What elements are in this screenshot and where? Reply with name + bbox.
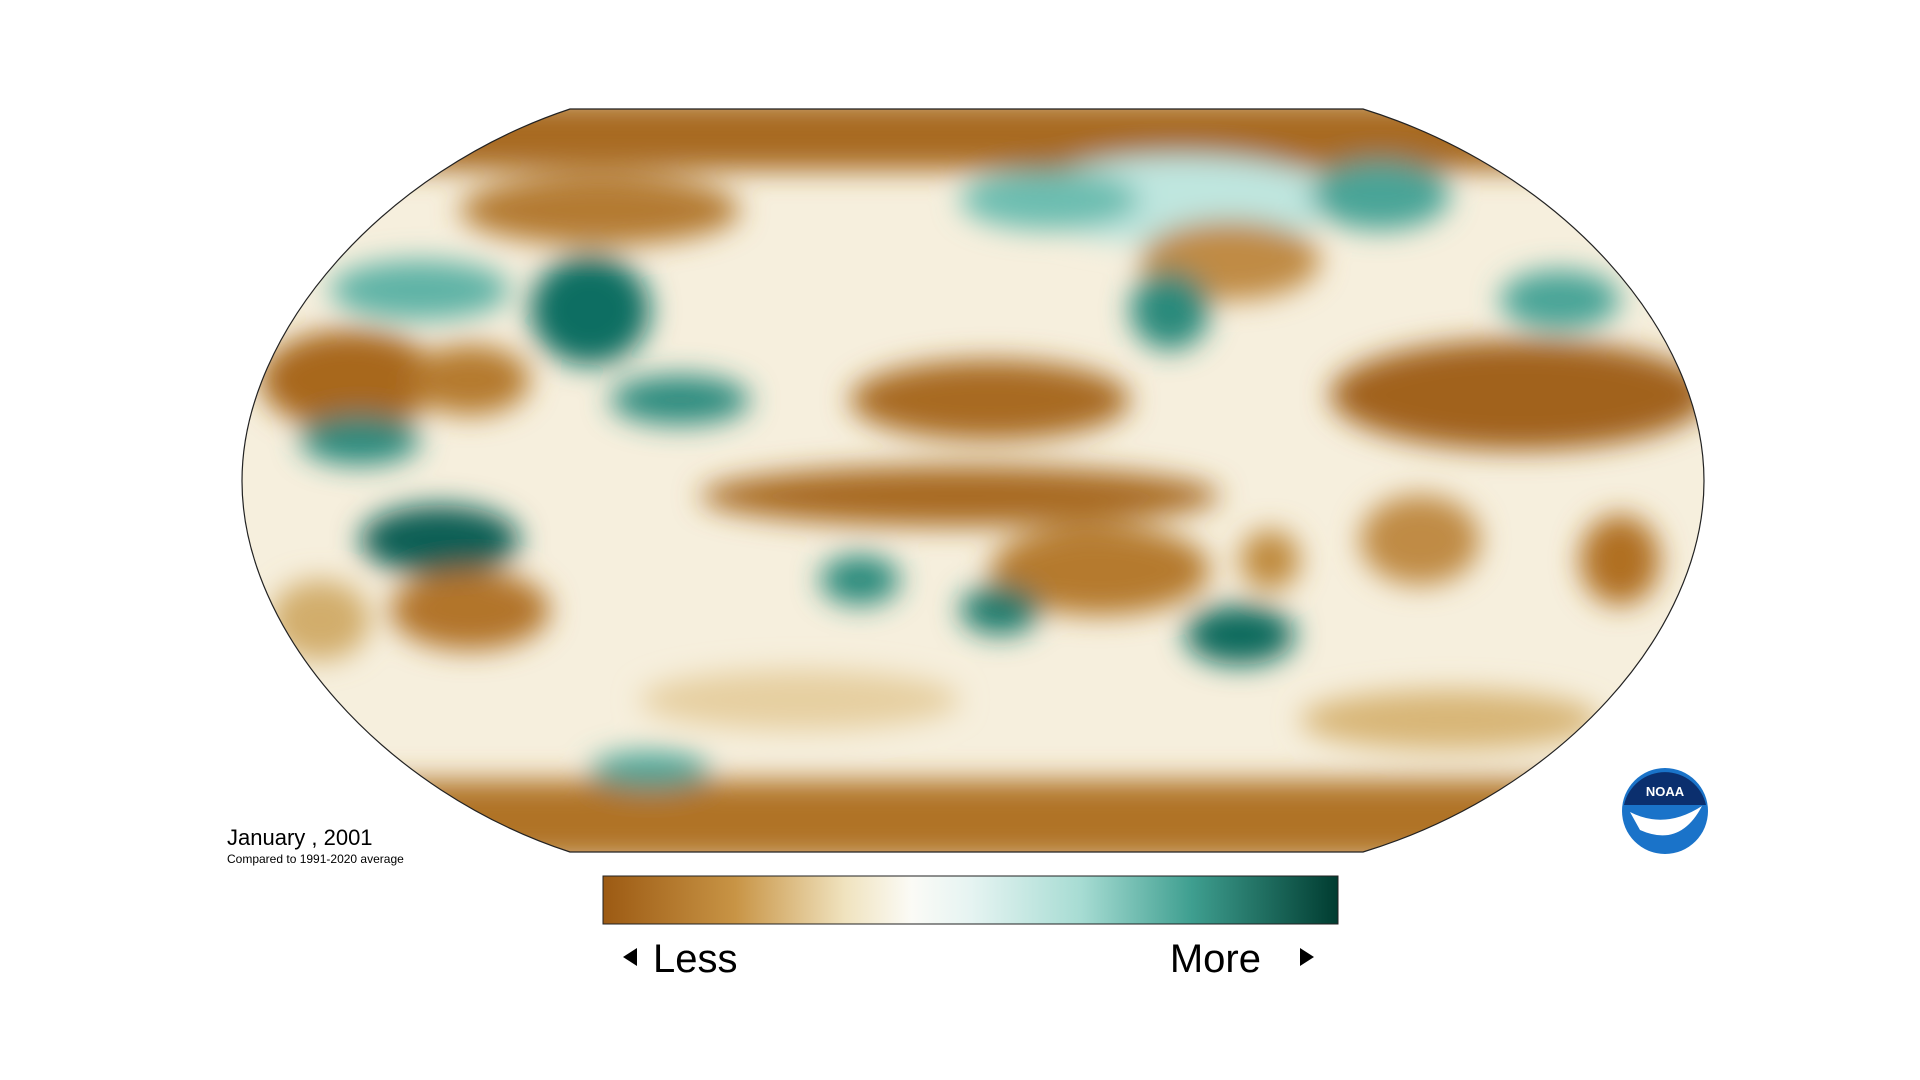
- legend-high-label: More: [1170, 937, 1261, 981]
- map-title: January , 2001: [227, 825, 373, 850]
- colorbar: [602, 875, 1339, 925]
- anomaly-field: [242, 109, 1704, 852]
- map-subtitle: Compared to 1991-2020 average: [227, 852, 404, 866]
- logo-text: NOAA: [1646, 784, 1685, 799]
- legend-low-label: Less: [653, 937, 738, 981]
- more-arrow: [1300, 948, 1314, 966]
- noaa-logo: NOAA: [1622, 768, 1708, 854]
- map-border: [241, 108, 1705, 853]
- less-arrow: [623, 948, 637, 966]
